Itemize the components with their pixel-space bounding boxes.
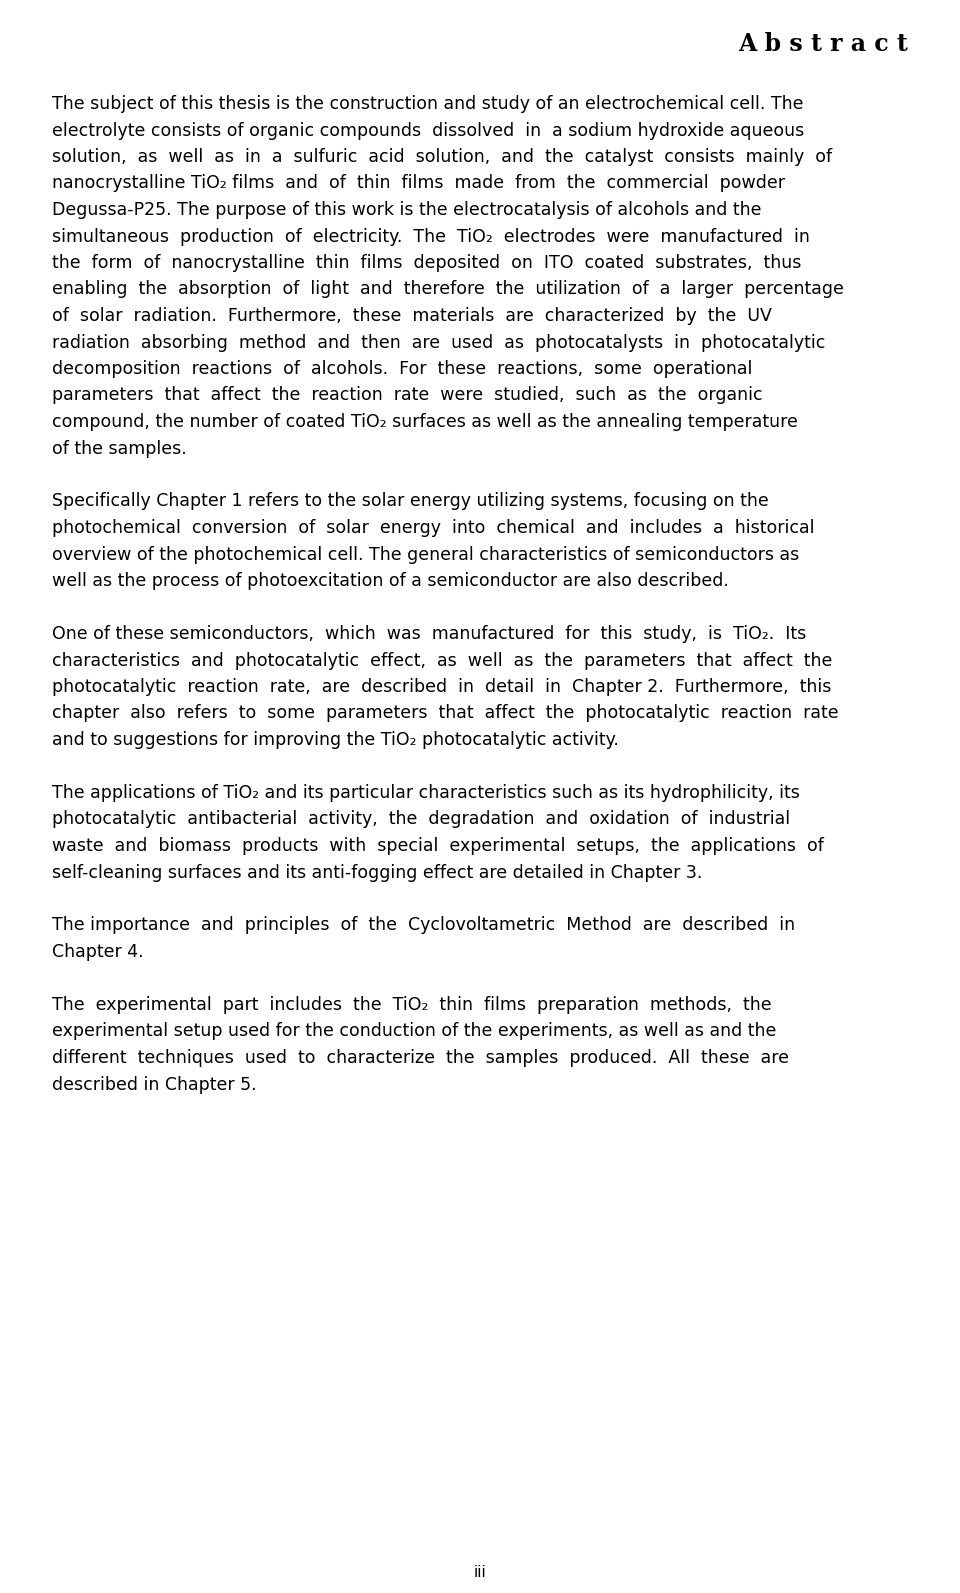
Text: waste  and  biomass  products  with  special  experimental  setups,  the  applic: waste and biomass products with special … xyxy=(52,836,824,855)
Text: Degussa-P25. The purpose of this work is the electrocatalysis of alcohols and th: Degussa-P25. The purpose of this work is… xyxy=(52,201,761,218)
Text: overview of the photochemical cell. The general characteristics of semiconductor: overview of the photochemical cell. The … xyxy=(52,545,800,564)
Text: The subject of this thesis is the construction and study of an electrochemical c: The subject of this thesis is the constr… xyxy=(52,96,804,113)
Text: photocatalytic  reaction  rate,  are  described  in  detail  in  Chapter 2.  Fur: photocatalytic reaction rate, are descri… xyxy=(52,679,831,696)
Text: electrolyte consists of organic compounds  dissolved  in  a sodium hydroxide aqu: electrolyte consists of organic compound… xyxy=(52,121,804,140)
Text: solution,  as  well  as  in  a  sulfuric  acid  solution,  and  the  catalyst  c: solution, as well as in a sulfuric acid … xyxy=(52,148,832,166)
Text: chapter  also  refers  to  some  parameters  that  affect  the  photocatalytic  : chapter also refers to some parameters t… xyxy=(52,704,839,723)
Text: radiation  absorbing  method  and  then  are  used  as  photocatalysts  in  phot: radiation absorbing method and then are … xyxy=(52,333,826,352)
Text: different  techniques  used  to  characterize  the  samples  produced.  All  the: different techniques used to characteriz… xyxy=(52,1050,789,1067)
Text: parameters  that  affect  the  reaction  rate  were  studied,  such  as  the  or: parameters that affect the reaction rate… xyxy=(52,387,762,405)
Text: well as the process of photoexcitation of a semiconductor are also described.: well as the process of photoexcitation o… xyxy=(52,572,729,589)
Text: of  solar  radiation.  Furthermore,  these  materials  are  characterized  by  t: of solar radiation. Furthermore, these m… xyxy=(52,307,772,325)
Text: self-cleaning surfaces and its anti-fogging effect are detailed in Chapter 3.: self-cleaning surfaces and its anti-fogg… xyxy=(52,863,703,881)
Text: decomposition  reactions  of  alcohols.  For  these  reactions,  some  operation: decomposition reactions of alcohols. For… xyxy=(52,360,753,378)
Text: photochemical  conversion  of  solar  energy  into  chemical  and  includes  a  : photochemical conversion of solar energy… xyxy=(52,519,814,537)
Text: The  experimental  part  includes  the  TiO₂  thin  films  preparation  methods,: The experimental part includes the TiO₂ … xyxy=(52,996,772,1015)
Text: nanocrystalline TiO₂ films  and  of  thin  films  made  from  the  commercial  p: nanocrystalline TiO₂ films and of thin f… xyxy=(52,175,785,193)
Text: Chapter 4.: Chapter 4. xyxy=(52,943,144,961)
Text: iii: iii xyxy=(473,1564,487,1580)
Text: A b s t r a c t: A b s t r a c t xyxy=(738,32,908,56)
Text: photocatalytic  antibacterial  activity,  the  degradation  and  oxidation  of  : photocatalytic antibacterial activity, t… xyxy=(52,811,790,828)
Text: Specifically Chapter 1 refers to the solar energy utilizing systems, focusing on: Specifically Chapter 1 refers to the sol… xyxy=(52,492,769,510)
Text: The applications of TiO₂ and its particular characteristics such as its hydrophi: The applications of TiO₂ and its particu… xyxy=(52,784,800,801)
Text: The importance  and  principles  of  the  Cyclovoltametric  Method  are  describ: The importance and principles of the Cyc… xyxy=(52,916,795,935)
Text: One of these semiconductors,  which  was  manufactured  for  this  study,  is  T: One of these semiconductors, which was m… xyxy=(52,624,806,644)
Text: compound, the number of coated TiO₂ surfaces as well as the annealing temperatur: compound, the number of coated TiO₂ surf… xyxy=(52,413,798,432)
Text: of the samples.: of the samples. xyxy=(52,440,187,457)
Text: simultaneous  production  of  electricity.  The  TiO₂  electrodes  were  manufac: simultaneous production of electricity. … xyxy=(52,228,810,245)
Text: the  form  of  nanocrystalline  thin  films  deposited  on  ITO  coated  substra: the form of nanocrystalline thin films d… xyxy=(52,253,802,272)
Text: and to suggestions for improving the TiO₂ photocatalytic activity.: and to suggestions for improving the TiO… xyxy=(52,731,619,749)
Text: enabling  the  absorption  of  light  and  therefore  the  utilization  of  a  l: enabling the absorption of light and the… xyxy=(52,280,844,298)
Text: characteristics  and  photocatalytic  effect,  as  well  as  the  parameters  th: characteristics and photocatalytic effec… xyxy=(52,652,832,669)
Text: described in Chapter 5.: described in Chapter 5. xyxy=(52,1075,256,1093)
Text: experimental setup used for the conduction of the experiments, as well as and th: experimental setup used for the conducti… xyxy=(52,1023,777,1040)
